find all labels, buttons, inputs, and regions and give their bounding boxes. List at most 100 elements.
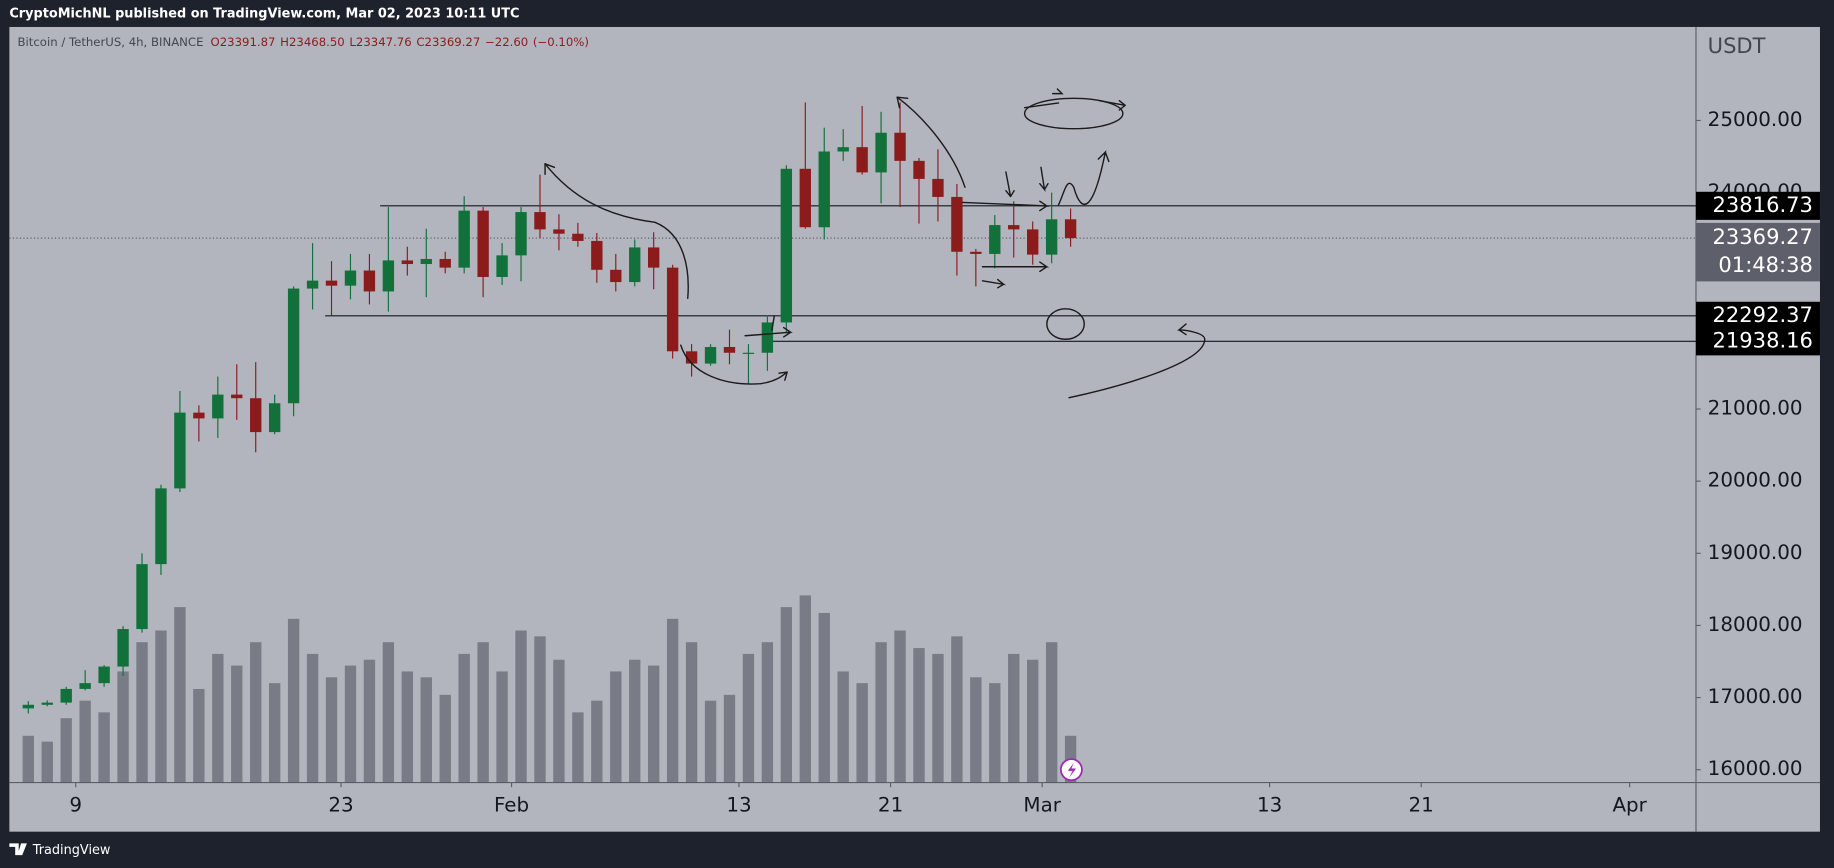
candle-body (1008, 225, 1020, 230)
legend-item: (−0.10%) (533, 35, 589, 49)
x-tick-label: 23 (328, 793, 353, 816)
volume-bar (155, 630, 167, 783)
volume-bar (704, 700, 717, 783)
candle-body (742, 352, 755, 354)
legend-item: −22.60 (485, 35, 528, 49)
x-tick-label: 21 (1409, 793, 1434, 816)
candle-body (629, 247, 641, 283)
legend-item: O23391.87 (211, 35, 276, 49)
volume-bar (325, 677, 338, 783)
y-tick-label: 16000.00 (1708, 757, 1803, 780)
x-tick-label: Feb (494, 793, 529, 816)
legend-item: C23369.27 (416, 35, 480, 49)
candle-body (212, 394, 224, 419)
candle-body (41, 702, 53, 705)
volume-bar (193, 688, 205, 783)
candle-body (761, 322, 774, 353)
drawing (1023, 97, 1124, 130)
legend-item: Bitcoin / TetherUS, 4h, BINANCE (18, 35, 204, 49)
drawing (680, 344, 788, 385)
drawing (981, 261, 1050, 289)
candle-body (913, 160, 925, 179)
candle-body (344, 270, 357, 286)
candle-body (117, 629, 129, 667)
candle-body (685, 351, 698, 364)
volume-bar (136, 642, 148, 783)
volume-bar (837, 671, 849, 783)
volume-bar (534, 636, 546, 783)
candle-body (136, 564, 148, 630)
volume-bar (894, 630, 906, 783)
candle-body (534, 212, 546, 230)
candle-body (951, 196, 963, 252)
y-tick-label: 17000.00 (1708, 685, 1803, 708)
volume-bar (117, 671, 129, 783)
drawing (744, 315, 793, 338)
volume-bar (629, 659, 641, 783)
level-label-bg (1695, 191, 1820, 220)
volume-bar (41, 741, 53, 783)
candle-body (1045, 219, 1058, 255)
level-label-bg (1695, 301, 1820, 330)
last-price-bg (1695, 222, 1820, 282)
drawing (1057, 149, 1110, 206)
y-tick-label: 25000.00 (1708, 108, 1803, 131)
volume-bar (742, 653, 755, 783)
candle-body (268, 403, 281, 433)
volume-bar (951, 636, 963, 783)
volume-bar (685, 642, 698, 783)
volume-bar (1008, 653, 1020, 783)
candle-body (818, 151, 830, 228)
volume-bar (761, 642, 774, 783)
candle-body (193, 412, 205, 419)
candle-body (553, 229, 565, 234)
level-label: 23816.73 (1713, 192, 1813, 217)
candle-body (250, 398, 262, 433)
candle-body (155, 488, 167, 565)
candle-body (420, 258, 432, 265)
price-axis: 16000.00 17000.00 18000.00 19000.00 20000.00… (69, 108, 1820, 816)
candle-body (325, 280, 338, 286)
volume-bar (458, 653, 470, 783)
volume-bar (363, 659, 376, 783)
volume-bar (306, 653, 319, 783)
volume-bar (723, 694, 736, 783)
y-tick-label: 18000.00 (1708, 613, 1803, 636)
countdown: 01:48:38 (1718, 252, 1813, 277)
candle-body (477, 210, 489, 278)
volume-bar (799, 595, 811, 783)
level-label-bg (1695, 327, 1820, 356)
brand: TradingView (32, 843, 111, 858)
volume-bar (231, 665, 243, 783)
publisher: CryptoMichNL published on TradingView.co… (9, 7, 519, 22)
volume-bar (22, 735, 34, 783)
volume-bar (401, 671, 414, 783)
legend-item: L23347.76 (349, 35, 411, 49)
candle-body (363, 270, 376, 292)
volume-bar (60, 718, 72, 783)
candle-body (894, 132, 906, 161)
candle-body (60, 688, 72, 703)
volume-bar (79, 700, 91, 783)
x-tick-label: Mar (1023, 793, 1061, 816)
volume-bar (174, 607, 186, 783)
volume-bar (932, 653, 944, 783)
volume-bar (591, 700, 603, 783)
legend-item: H23468.50 (280, 35, 345, 49)
volume-bar (420, 677, 432, 783)
drawing (1046, 308, 1085, 340)
candle-body (723, 346, 736, 353)
drawing (961, 200, 1050, 212)
volume-bar (250, 642, 262, 783)
level-label: 22292.37 (1713, 302, 1813, 327)
drawing (544, 163, 556, 176)
candle-body (780, 168, 793, 323)
candle-body (704, 346, 717, 364)
level-label: 21938.16 (1713, 327, 1813, 352)
candle-body (306, 280, 319, 289)
candle-body (231, 394, 243, 399)
y-tick-label: 20000.00 (1708, 469, 1803, 492)
candle-body (458, 210, 470, 268)
volume-bar (856, 683, 868, 783)
volume-bar (913, 648, 925, 783)
